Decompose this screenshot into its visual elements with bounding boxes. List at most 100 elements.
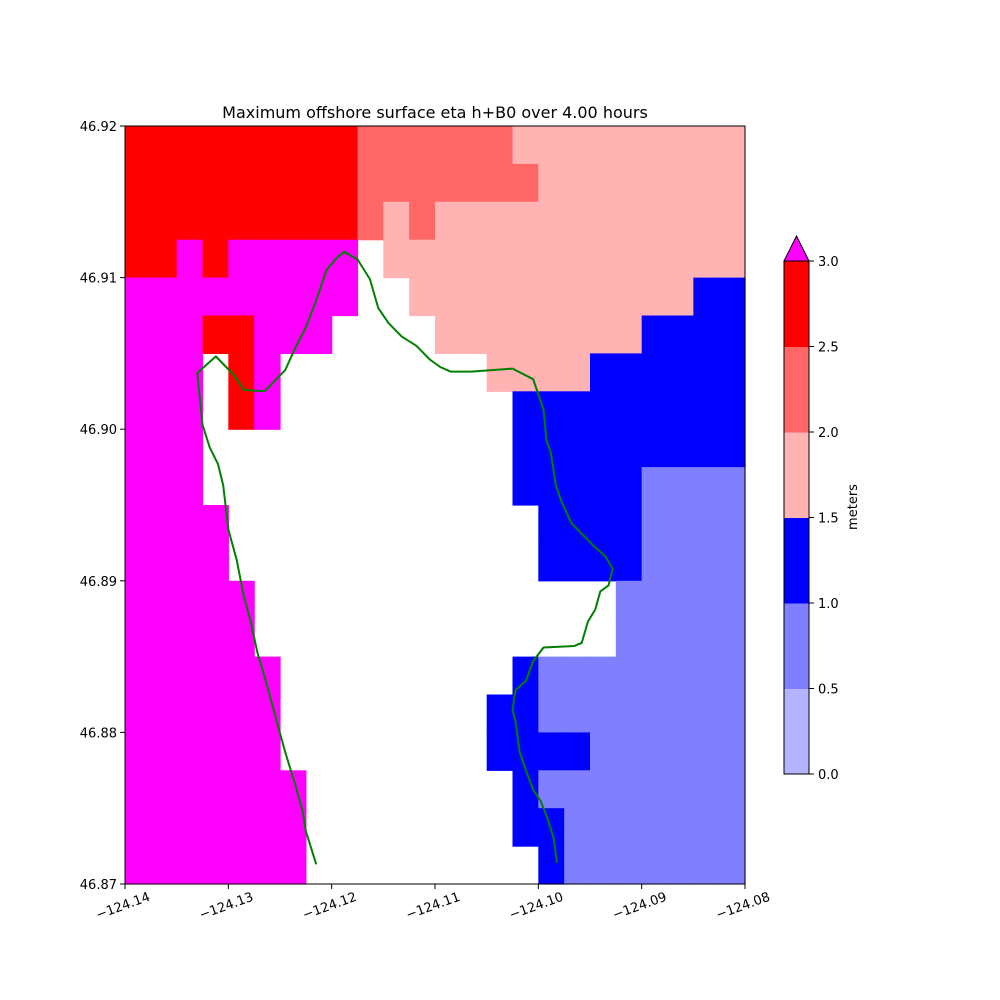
cell-over-3p0: [305, 239, 333, 279]
cell-1p5-2p0: [641, 277, 669, 317]
cell-0p5-1p0: [641, 618, 669, 658]
cell-over-3p0: [125, 505, 152, 544]
cell-2p5-3p0: [202, 201, 229, 241]
cell-2p0-2p5: [383, 126, 410, 165]
cell-0p5-1p0: [693, 467, 720, 506]
cell-over-3p0: [150, 542, 178, 582]
cell-0p5-1p0: [615, 732, 643, 771]
cell-0p5-1p0: [590, 732, 617, 771]
cell-over-3p0: [280, 239, 307, 279]
cell-2p5-3p0: [150, 239, 178, 279]
colorbar-segment: [784, 432, 809, 518]
cell-0p5-1p0: [693, 732, 720, 771]
cell-1p0-1p5: [719, 315, 746, 354]
cell-over-3p0: [305, 315, 333, 354]
cell-0p5-1p0: [615, 808, 643, 847]
y-tick-label: 46.90: [80, 423, 117, 438]
cell-0p5-1p0: [615, 694, 643, 733]
cell-over-3p0: [125, 391, 152, 430]
cell-over-3p0: [125, 467, 152, 506]
cell-1p0-1p5: [693, 353, 720, 392]
cell-1p0-1p5: [693, 277, 720, 317]
colorbar-segment: [784, 603, 809, 689]
cell-over-3p0: [202, 808, 229, 847]
cell-over-3p0: [228, 846, 255, 885]
cell-1p5-2p0: [460, 315, 488, 354]
cell-over-3p0: [150, 694, 178, 733]
cell-over-3p0: [176, 467, 204, 506]
cell-2p5-3p0: [254, 201, 281, 241]
cell-over-3p0: [125, 732, 152, 771]
cell-1p5-2p0: [564, 277, 591, 317]
cell-2p5-3p0: [305, 126, 333, 165]
cell-over-3p0: [228, 808, 255, 847]
cell-2p0-2p5: [357, 126, 384, 165]
cell-2p5-3p0: [228, 315, 255, 354]
cell-0p5-1p0: [719, 656, 746, 696]
cell-1p0-1p5: [538, 391, 565, 430]
cell-1p5-2p0: [719, 126, 746, 165]
cell-2p5-3p0: [176, 201, 204, 241]
cell-1p5-2p0: [538, 201, 565, 241]
cell-0p5-1p0: [719, 846, 746, 885]
cell-0p5-1p0: [693, 770, 720, 809]
cell-1p5-2p0: [538, 239, 565, 279]
cell-0p5-1p0: [641, 656, 669, 696]
cell-0p5-1p0: [693, 808, 720, 847]
cell-1p5-2p0: [615, 163, 643, 203]
cell-1p0-1p5: [590, 391, 617, 430]
cell-over-3p0: [228, 277, 255, 317]
cell-over-3p0: [176, 846, 204, 885]
cell-0p5-1p0: [719, 732, 746, 771]
cell-over-3p0: [176, 315, 204, 354]
cell-1p5-2p0: [590, 239, 617, 279]
cell-over-3p0: [125, 808, 152, 847]
cell-2p5-3p0: [254, 126, 281, 165]
cell-1p5-2p0: [615, 201, 643, 241]
cell-1p0-1p5: [512, 770, 539, 809]
cell-over-3p0: [150, 618, 178, 658]
cell-over-3p0: [331, 277, 359, 317]
cell-1p5-2p0: [538, 353, 565, 392]
cell-2p0-2p5: [357, 163, 384, 203]
cell-0p5-1p0: [615, 770, 643, 809]
cell-1p5-2p0: [564, 239, 591, 279]
cell-1p5-2p0: [693, 239, 720, 279]
cell-0p5-1p0: [564, 770, 591, 809]
cell-1p0-1p5: [641, 353, 669, 392]
y-tick-label: 46.92: [80, 120, 117, 135]
cell-1p0-1p5: [590, 353, 617, 392]
cell-1p5-2p0: [383, 239, 410, 279]
coastline-line: [196, 250, 614, 865]
cell-2p5-3p0: [202, 239, 229, 279]
cell-over-3p0: [176, 732, 204, 771]
cell-0p5-1p0: [667, 505, 694, 544]
cell-over-3p0: [150, 732, 178, 771]
cell-1p5-2p0: [590, 126, 617, 165]
cell-1p5-2p0: [460, 277, 488, 317]
cell-0p5-1p0: [590, 656, 617, 696]
cell-over-3p0: [150, 505, 178, 544]
cell-0p5-1p0: [719, 467, 746, 506]
cell-over-3p0: [150, 315, 178, 354]
colorbar-tick-label: 1.5: [818, 512, 839, 527]
cell-1p0-1p5: [564, 732, 591, 771]
cell-1p0-1p5: [719, 353, 746, 392]
cell-1p5-2p0: [538, 277, 565, 317]
cell-1p0-1p5: [641, 429, 669, 468]
cell-over-3p0: [125, 542, 152, 582]
cell-over-3p0: [176, 239, 204, 279]
cell-over-3p0: [202, 580, 229, 620]
colorbar-tick-label: 0.0: [818, 768, 839, 783]
cell-over-3p0: [202, 618, 229, 658]
cell-1p5-2p0: [435, 201, 462, 241]
cell-over-3p0: [176, 277, 204, 317]
cell-2p5-3p0: [280, 163, 307, 203]
cell-1p0-1p5: [590, 505, 617, 544]
cell-over-3p0: [176, 505, 204, 544]
cell-over-3p0: [254, 353, 281, 392]
cell-over-3p0: [176, 808, 204, 847]
cell-0p5-1p0: [693, 505, 720, 544]
cell-0p5-1p0: [641, 542, 669, 582]
